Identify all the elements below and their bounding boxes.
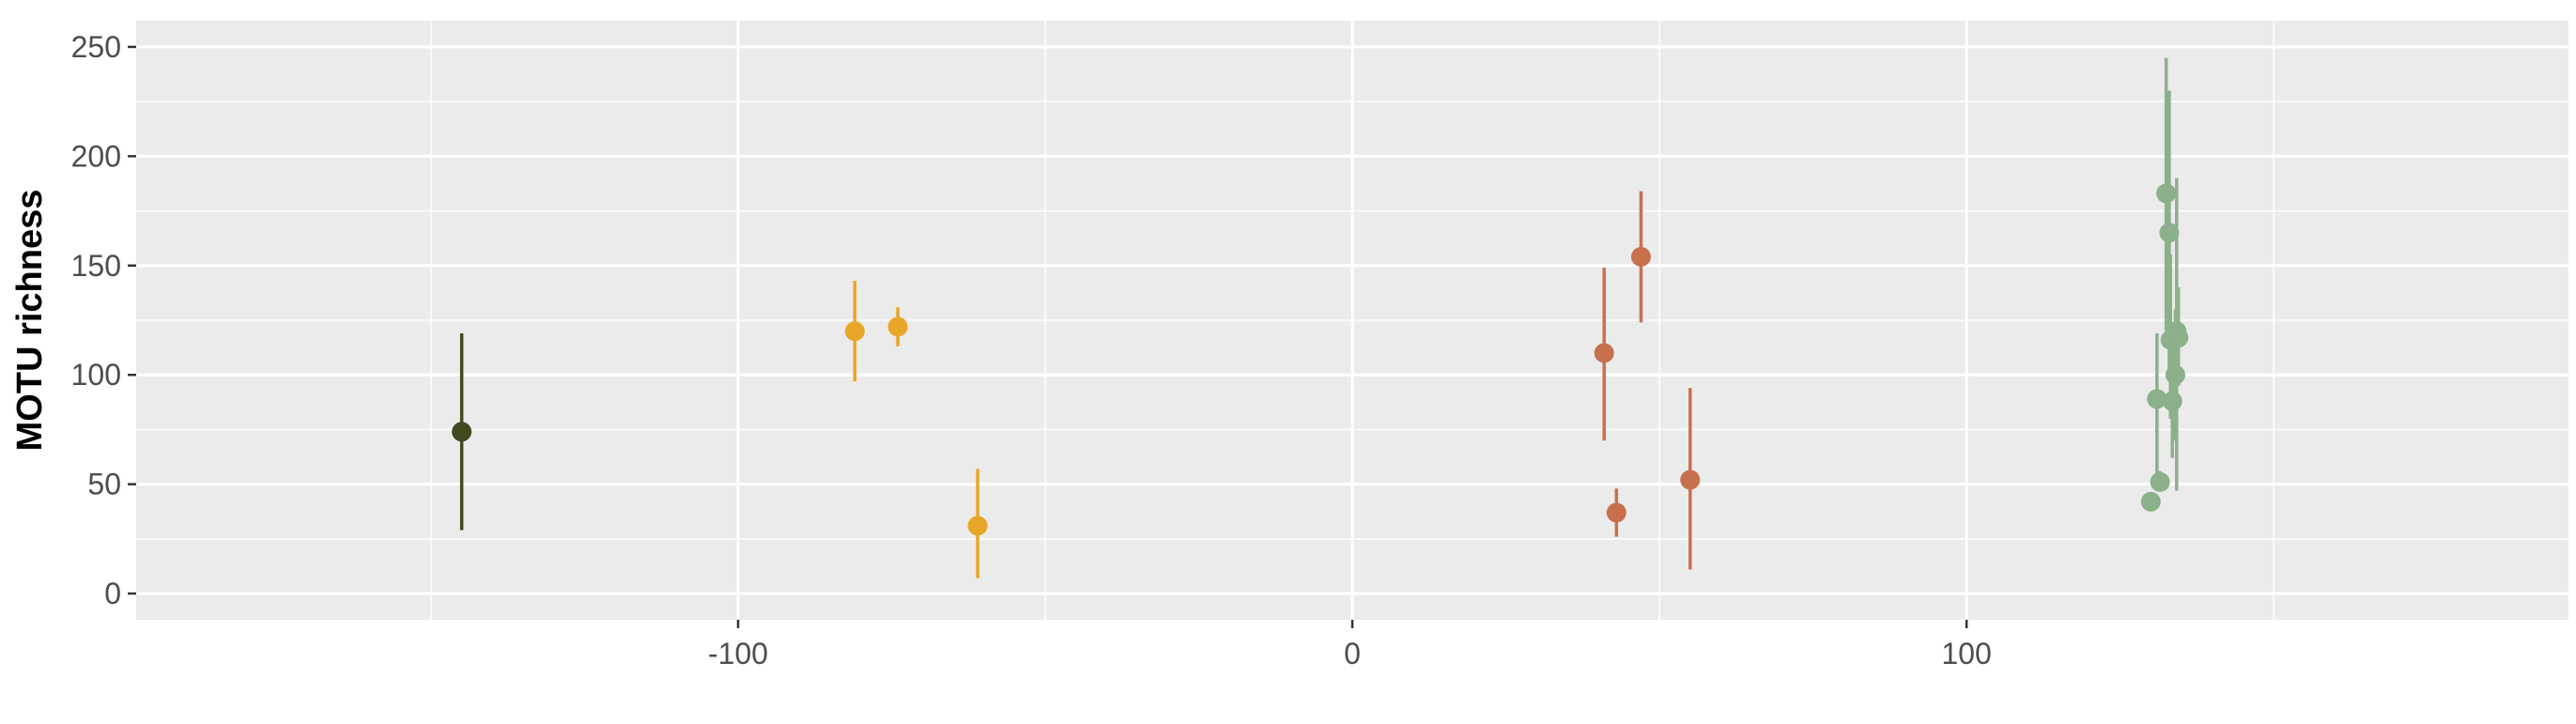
data-point	[887, 316, 908, 337]
series-2	[1594, 191, 1701, 570]
data-marks	[452, 57, 2189, 578]
x-tick-label: -100	[708, 637, 768, 670]
data-point	[1594, 343, 1614, 363]
grid-major	[136, 21, 2568, 620]
data-point	[1680, 470, 1701, 490]
y-tick-label: 100	[71, 358, 121, 392]
data-point	[2168, 328, 2189, 348]
data-point	[2162, 391, 2183, 411]
y-tick-label: 250	[71, 30, 121, 64]
y-tick-label: 150	[71, 249, 121, 283]
series-0	[452, 332, 472, 531]
y-axis-title: MOTU richness	[10, 190, 50, 452]
x-tick-label: 0	[1344, 637, 1361, 670]
data-point	[2140, 491, 2161, 512]
series-1	[844, 281, 988, 578]
data-point	[2147, 389, 2167, 409]
axis-ticks	[128, 45, 1968, 628]
data-point	[1606, 502, 1627, 523]
series-3	[2140, 57, 2189, 512]
data-point	[2150, 471, 2170, 492]
data-point	[2159, 223, 2180, 243]
data-point	[2156, 183, 2177, 204]
data-point	[844, 321, 865, 342]
data-point	[1630, 246, 1651, 267]
x-tick-label: 100	[1941, 637, 1991, 670]
axis-labels: -100 0 100 0 50 100 150 200 250	[71, 30, 1992, 670]
y-tick-label: 0	[104, 577, 121, 610]
data-point	[452, 422, 472, 442]
y-tick-label: 50	[87, 468, 121, 501]
data-point	[967, 516, 988, 536]
y-tick-label: 200	[71, 139, 121, 173]
